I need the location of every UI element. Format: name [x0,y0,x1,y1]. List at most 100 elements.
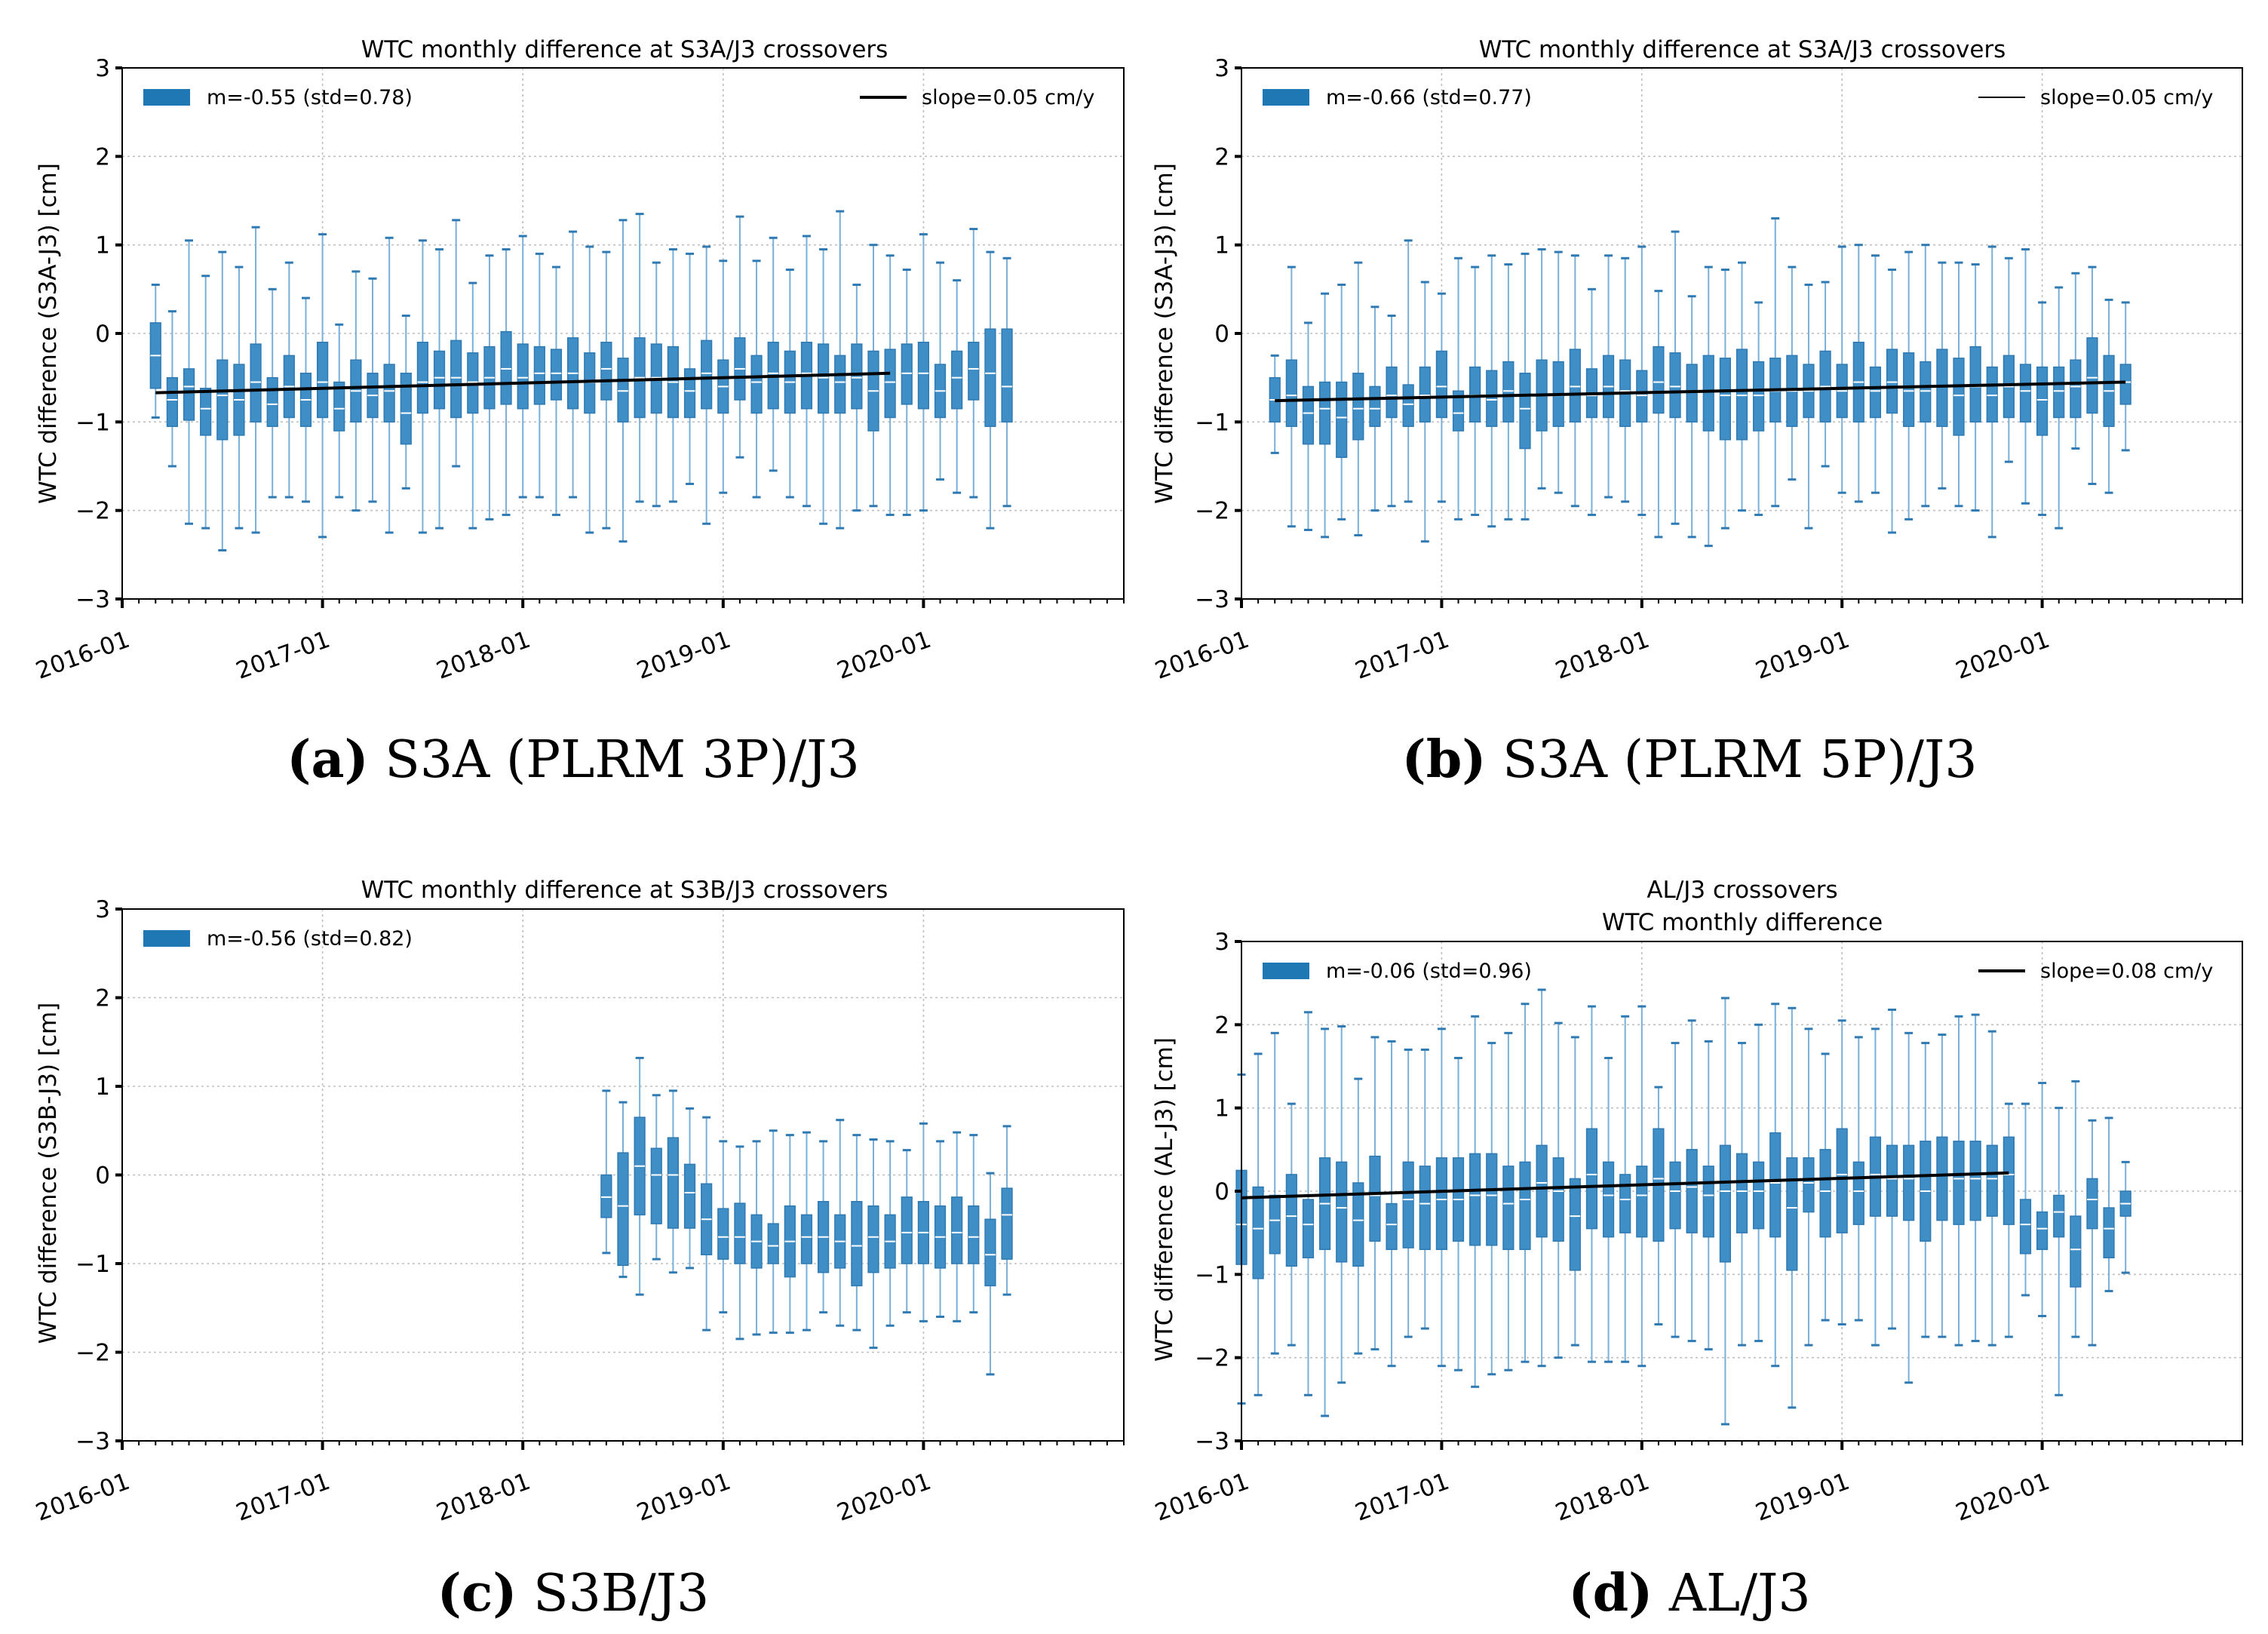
panel-b-box-2019-03 [1869,366,1882,419]
panel-a-box-2017-08 [433,350,446,410]
panel-a-box-2018-01 [517,343,529,410]
panel-b-box-2019-10 [1986,366,1998,423]
panel-b-caption-label: (b) [1402,729,1487,790]
panel-c-caption: (c) S3B/J3 [437,1563,710,1623]
panel-d-box-2018-11 [1803,1157,1815,1213]
panel-c-box-2018-07 [617,1152,629,1267]
panel-d-box-2018-05 [1702,1166,1714,1238]
panel-b-y-tick-label: 2 [1214,143,1229,170]
panel-d-box-2016-02 [1252,1186,1264,1279]
panel-b-box-2020-04 [2086,337,2098,414]
panel-b-box-2016-05 [1302,385,1315,445]
panel-b-box-2018-05 [1702,355,1714,432]
panel-d-box-2019-11 [2003,1136,2015,1225]
panel-c-caption-label: (c) [437,1563,517,1623]
panel-b-legend-box-swatch [1263,89,1309,106]
panel-c-y-tick-label: 0 [95,1163,110,1190]
panel-d-box-2016-03 [1269,1194,1281,1255]
panel-b-box-2018-07 [1736,349,1748,441]
panel-a-trend-line [155,371,891,395]
panel-b-box-2017-02 [1452,390,1465,432]
panel-d-box-2017-07 [1536,1144,1548,1238]
panel-d-box-2017-08 [1552,1157,1564,1242]
panel-b-box-2019-07 [1936,349,1948,427]
panel-a-y-tick-label: −3 [75,586,110,613]
panel-c-box-2020-06 [1001,1187,1013,1260]
panel-d-box-2016-11 [1402,1161,1414,1249]
panel-a-box-2019-12 [901,343,913,405]
panel-a-y-tick-label: 0 [95,321,110,348]
panel-a-box-2020-03 [951,350,963,410]
panel-a-box-2017-05 [383,364,395,423]
panel-b-caption: (b) S3A (PLRM 5P)/J3 [1402,729,1978,790]
panel-d-box-2017-01 [1435,1157,1448,1250]
panel-a-box-2016-05 [183,368,195,421]
panel-a-box-2016-04 [166,376,179,427]
panel-a-box-2019-07 [817,343,830,414]
panel-a-ylabel: WTC difference (S3A-J3) [cm] [35,163,62,504]
panel-a-box-2017-07 [416,341,429,414]
panel-d-box-2018-07 [1736,1153,1748,1233]
panel-d-box-2019-08 [1953,1141,1965,1225]
panel-d-box-2019-09 [1969,1141,1981,1221]
panel-d-legend-box-label: m=-0.06 (std=0.96) [1326,960,1532,983]
panel-c-box-2020-05 [984,1218,996,1287]
panel-c-y-tick-label: −1 [75,1251,110,1278]
panel-d-caption: (d) AL/J3 [1568,1563,1810,1623]
panel-d-y-tick-label: 2 [1214,1012,1229,1039]
panel-d-box-2020-05 [2103,1207,2115,1259]
panel-b-trend-line [1275,380,2126,403]
panel-d-box-2017-06 [1519,1161,1531,1250]
panel-c-box-2019-02 [734,1202,746,1264]
panel-d-box-2017-12 [1619,1174,1631,1233]
panel-d-caption-text: AL/J3 [1653,1564,1810,1623]
panel-c-y-tick-label: 1 [95,1073,110,1101]
panel-d-box-2018-12 [1819,1149,1831,1238]
panel-c-title: WTC monthly difference at S3B/J3 crossov… [361,877,888,904]
panel-d-box-2017-05 [1502,1166,1515,1250]
panel-a-box-2018-02 [533,346,545,405]
panel-a-legend-line-label: slope=0.05 cm/y [922,86,1094,109]
panel-a-box-2016-07 [216,359,229,441]
panel-a-box-2017-12 [500,330,512,405]
panel-d-box-2018-04 [1686,1149,1698,1233]
panel-b-box-2019-06 [1920,361,1932,423]
panel-b-y-tick-label: −1 [1195,409,1229,436]
panel-b-ylabel: WTC difference (S3A-J3) [cm] [1151,163,1178,504]
panel-d-y-tick-label: 1 [1214,1095,1229,1123]
panel-d-box-2019-12 [2019,1199,2032,1255]
panel-d-title-line2: WTC monthly difference [1602,909,1883,936]
panel-c-box-2019-12 [901,1196,913,1264]
panel-c-box-2018-06 [600,1174,612,1218]
panel-d-box-2019-05 [1903,1144,1915,1221]
panel-a-box-2017-01 [316,341,329,419]
panel-a-legend-box-label: m=-0.55 (std=0.78) [207,86,413,109]
panel-b-box-2018-01 [1636,370,1648,423]
panel-c-box-2019-09 [851,1201,863,1287]
panel-d-box-2019-02 [1852,1161,1864,1225]
panel-c-legend-box-swatch [143,930,190,947]
panel-d-box-2018-01 [1636,1166,1648,1238]
panel-b-box-2016-08 [1352,373,1364,441]
panel-d-y-tick-label: −3 [1195,1428,1229,1455]
panel-c-y-tick-label: −3 [75,1428,110,1455]
panel-b-legend-box-label: m=-0.66 (std=0.77) [1326,86,1532,109]
panel-a-box-2016-09 [250,343,262,423]
panel-b-box-2016-11 [1402,384,1414,427]
panel-b-box-2018-02 [1653,346,1665,414]
panel-d-box-2020-02 [2053,1194,2065,1238]
panel-c-y-tick-label: 3 [95,896,110,923]
panel-d-box-2016-08 [1352,1182,1364,1267]
panel-d-box-2018-03 [1669,1161,1681,1230]
panel-a-box-2020-04 [968,341,980,401]
panel-b-box-2017-04 [1486,370,1498,427]
panel-c-box-2020-03 [951,1196,963,1264]
panel-a-caption-label: (a) [287,729,368,790]
panel-a-box-2017-09 [450,339,462,419]
panel-b-box-2020-03 [2070,359,2082,419]
panel-d-title: AL/J3 crossovers [1647,877,1837,904]
panel-d-box-2017-11 [1602,1161,1615,1238]
panel-a-box-2017-02 [333,381,345,432]
